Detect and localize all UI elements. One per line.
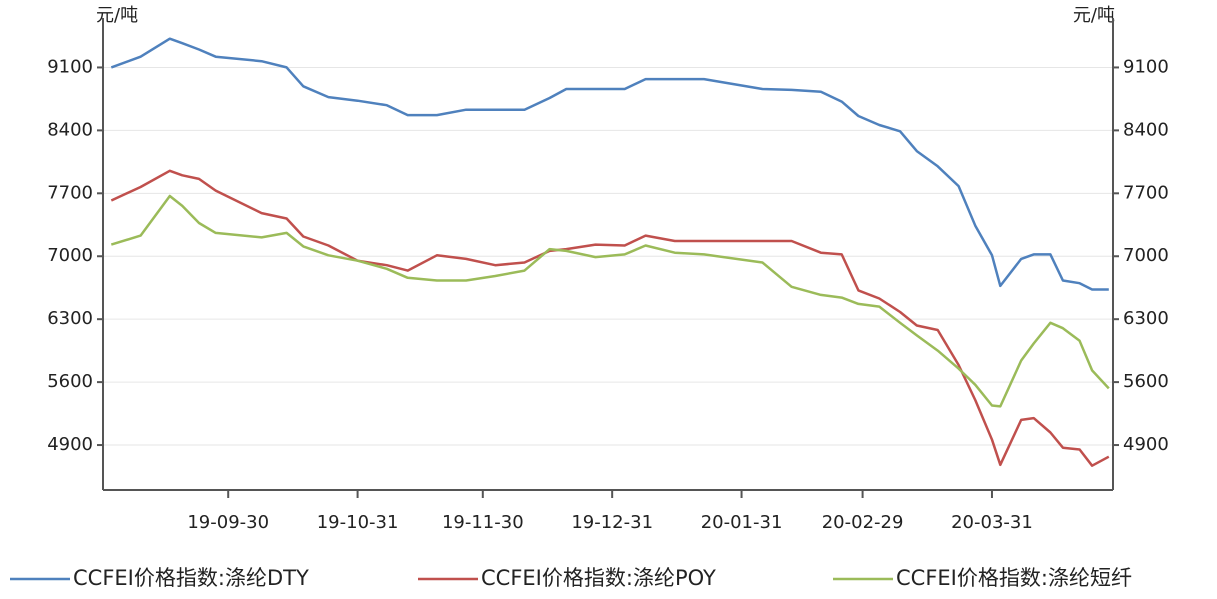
series-line [110,194,1110,408]
x-tick-label: 19-10-31 [317,512,399,533]
y2-tick-label: 7000 [1123,245,1169,266]
legend-label: CCFEI价格指数:涤纶POY [481,566,716,590]
y-axis-label: 元/吨 [96,5,138,26]
y2-tick-label: 4900 [1123,434,1169,455]
y2-axis-label: 元/吨 [1073,5,1115,26]
series-line [110,37,1109,291]
series-line [110,169,1110,467]
x-tick-label: 19-11-30 [442,512,524,533]
x-tick-label: 20-02-29 [822,512,904,533]
y2-tick-label: 5600 [1123,371,1169,392]
x-tick-label: 20-03-31 [951,512,1033,533]
y-tick-label: 9100 [47,56,93,77]
y2-tick-label: 9100 [1123,56,1169,77]
y2-tick-label: 6300 [1123,308,1169,329]
x-tick-label: 20-01-31 [701,512,783,533]
y-tick-label: 6300 [47,308,93,329]
legend-label: CCFEI价格指数:涤纶DTY [73,566,309,590]
y-tick-label: 8400 [47,119,93,140]
legend-label: CCFEI价格指数:涤纶短纤 [896,566,1132,590]
x-tick-label: 19-09-30 [187,512,269,533]
y2-tick-label: 7700 [1123,182,1169,203]
x-tick-label: 19-12-31 [571,512,653,533]
y2-tick-label: 8400 [1123,119,1169,140]
y-tick-label: 7000 [47,245,93,266]
y-tick-label: 7700 [47,182,93,203]
y-tick-label: 4900 [47,434,93,455]
y-tick-label: 5600 [47,371,93,392]
